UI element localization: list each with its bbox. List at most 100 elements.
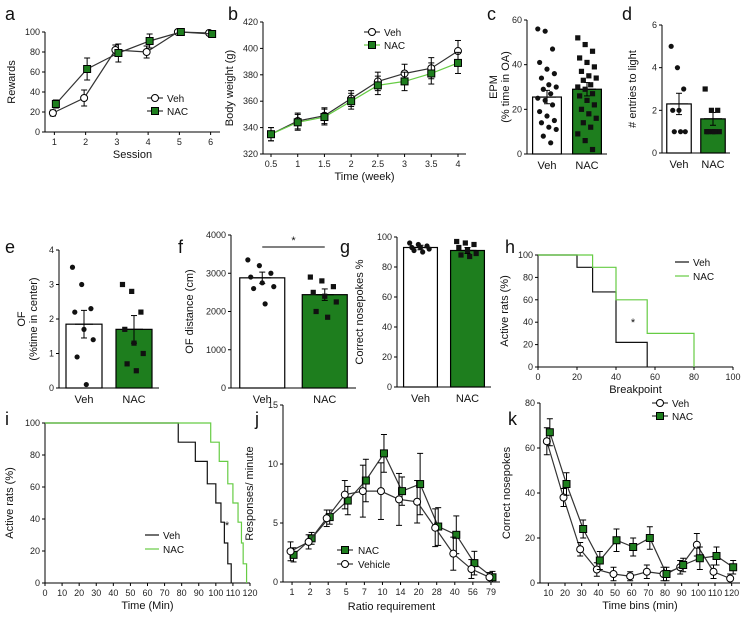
data-point-veh-c (548, 91, 554, 97)
x-tick-label-j: 7 (362, 587, 367, 597)
data-point-nac-c (575, 131, 581, 137)
series-line-veh-b (270, 50, 459, 135)
x-tick-label-k: 30 (577, 588, 587, 598)
legend-marker-b (368, 28, 376, 36)
point-nac-k (729, 563, 738, 572)
x-tick-label-j: 2 (308, 587, 313, 597)
x-tick-label-i: 80 (177, 588, 187, 598)
y-tick-label-a: 80 (30, 47, 40, 57)
x-tick-label-b: 2.5 (372, 159, 385, 169)
point-veh-k (642, 567, 651, 576)
legend-label-b: Veh (384, 28, 401, 39)
legend-label-h: NAC (693, 272, 714, 283)
series-line-nac-j (293, 452, 493, 578)
point-nac-b (373, 81, 382, 90)
y-axis-title-g: Correct nosepokes % (354, 259, 366, 364)
data-point-nac-g (471, 241, 477, 248)
panel-label-i: i (5, 409, 9, 429)
y-tick-label-i: 20 (30, 546, 40, 556)
y-tick-label-d: 6 (652, 20, 657, 30)
x-tick-label-k: 110 (708, 588, 722, 598)
y-tick-label-h: 80 (523, 272, 533, 282)
y-tick-label-h: 60 (523, 295, 533, 305)
x-tick-label-b: 4 (455, 159, 460, 169)
data-point-nac-c (575, 35, 581, 41)
x-tick-label-i: 110 (226, 588, 240, 598)
data-point-veh-c (549, 46, 556, 52)
x-tick-label-b: 2 (349, 159, 354, 169)
x-tick-label-i: 70 (160, 588, 170, 598)
data-point-veh-c (542, 28, 548, 34)
data-point-nac-c (588, 82, 594, 88)
data-point-veh-f (248, 274, 254, 280)
point-nac-k (629, 543, 638, 551)
x-tick-label-b: 0.5 (265, 159, 278, 169)
data-point-veh-f (262, 301, 268, 307)
y-tick-label-h: 40 (523, 317, 533, 327)
data-point-nac-g (456, 244, 462, 251)
x-tick-label-b: 3.5 (425, 159, 438, 169)
x-tick-label-k: 100 (691, 588, 706, 598)
y-tick-label-c: 0 (517, 149, 522, 159)
data-point-veh-e (79, 281, 85, 288)
data-point-nac-c (578, 68, 585, 74)
y-axis-title-d: # entries to light (627, 50, 639, 128)
point-nac-j (452, 530, 461, 539)
data-point-nac-c (578, 106, 585, 112)
x-axis-title-i: Time (Min) (121, 600, 173, 612)
point-nac-k (712, 552, 721, 560)
legend-label-k: Veh (672, 399, 689, 410)
y-tick-label-i: 80 (30, 450, 40, 460)
point-nac-j (361, 476, 370, 485)
y-tick-label-b: 360 (243, 96, 258, 106)
data-point-veh-c (542, 97, 548, 103)
point-nac-a (208, 30, 217, 38)
data-point-veh-d (668, 43, 674, 49)
data-point-nac-d (715, 107, 721, 113)
data-point-nac-e (122, 326, 128, 332)
series-line-nac-k (549, 432, 734, 575)
y-tick-label-k: 40 (525, 488, 535, 498)
data-point-nac-c (591, 64, 597, 70)
x-tick-label-g: Veh (411, 393, 430, 405)
data-point-nac-e (124, 361, 130, 367)
point-nac-k (595, 556, 604, 565)
point-nac-a (114, 49, 123, 57)
point-veh-k (609, 570, 618, 578)
x-tick-label-a: 1 (52, 137, 57, 147)
x-tick-label-a: 5 (177, 137, 182, 147)
point-veh-a (48, 109, 57, 117)
y-tick-label-d: 2 (652, 105, 657, 115)
data-point-nac-f (310, 289, 316, 295)
data-point-veh-g (407, 240, 413, 246)
panel-label-e: e (5, 237, 15, 257)
data-point-nac-c (577, 93, 583, 99)
x-tick-label-k: 60 (627, 588, 637, 598)
y-tick-label-a: 20 (30, 107, 40, 117)
data-point-veh-c (538, 120, 545, 126)
y-tick-label-i: 60 (30, 482, 40, 492)
x-axis-title-j: Ratio requirement (348, 601, 435, 613)
x-tick-label-g: NAC (456, 393, 479, 405)
data-point-veh-d (670, 107, 676, 113)
y-tick-label-g: 60 (382, 292, 392, 302)
data-point-nac-d (708, 107, 715, 113)
x-tick-label-j: 10 (377, 587, 387, 597)
data-point-nac-e (131, 340, 137, 346)
x-tick-label-k: 50 (610, 588, 620, 598)
legend-label-a: NAC (167, 107, 188, 118)
data-point-nac-c (582, 86, 588, 92)
x-tick-label-h: 20 (572, 372, 582, 382)
y-tick-label-a: 0 (35, 127, 40, 137)
data-point-veh-c (548, 140, 554, 146)
legend-marker-a (151, 107, 159, 115)
data-point-nac-e (119, 281, 126, 288)
y-axis-subtitle-c: (% time in OA) (500, 51, 512, 123)
x-tick-label-k: 120 (724, 588, 739, 598)
x-tick-label-k: 10 (543, 588, 553, 598)
legend-marker-k (656, 412, 664, 420)
y-tick-label-f: 2000 (206, 307, 226, 317)
data-point-nac-f (319, 278, 325, 284)
point-nac-a (176, 28, 185, 36)
data-point-veh-g (417, 244, 424, 251)
